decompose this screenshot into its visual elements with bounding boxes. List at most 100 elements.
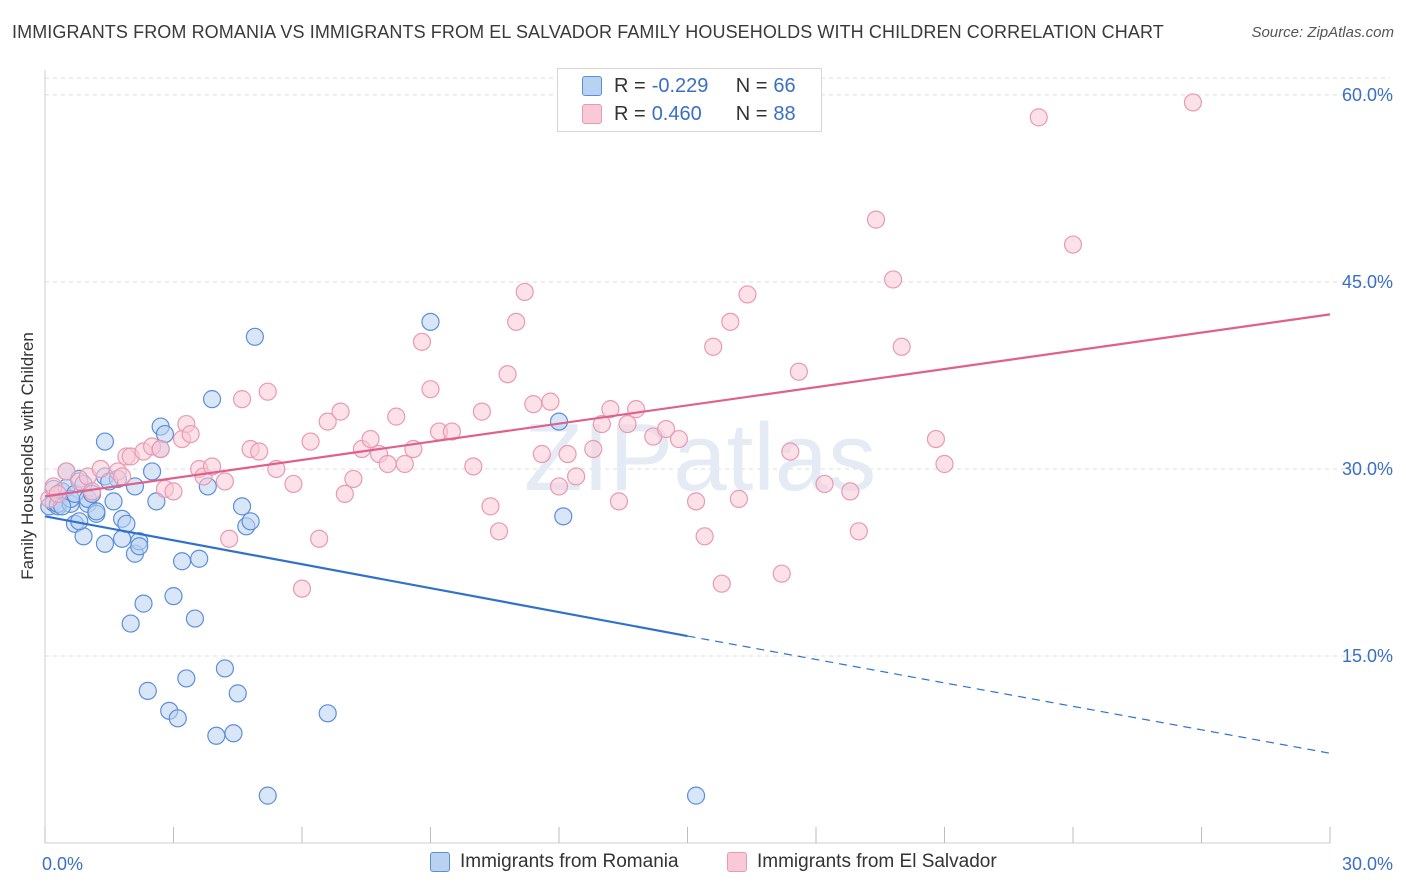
scatter-point bbox=[224, 724, 243, 743]
scatter-point bbox=[549, 477, 569, 496]
scatter-point bbox=[554, 507, 573, 526]
scatter-point bbox=[228, 684, 247, 703]
scatter-point bbox=[258, 786, 277, 805]
scatter-point bbox=[883, 270, 903, 289]
trend-line-extension bbox=[687, 635, 1331, 754]
scatter-point bbox=[190, 549, 209, 568]
axes bbox=[44, 70, 1331, 844]
scatter-point bbox=[134, 594, 153, 613]
series-legend: Immigrants from Romania Immigrants from … bbox=[0, 851, 1406, 879]
x-tick-label: 30.0% bbox=[1342, 854, 1393, 874]
scatter-point bbox=[215, 472, 234, 491]
scatter-point bbox=[721, 312, 740, 331]
legend-row-el-salvador: R = 0.460 N = 88 bbox=[582, 101, 843, 127]
scatter-point bbox=[395, 454, 414, 474]
x-tick-label: 0.0% bbox=[42, 854, 83, 874]
legend-r-label: R = bbox=[614, 74, 646, 97]
scatter-point bbox=[378, 454, 397, 474]
scatter-point bbox=[421, 312, 440, 331]
scatter-point bbox=[104, 492, 123, 511]
legend-item-romania: Immigrants from Romania bbox=[430, 851, 679, 873]
y-tick-label: 30.0% bbox=[1342, 459, 1393, 479]
scatter-point bbox=[472, 402, 491, 421]
legend-n-value: 66 bbox=[773, 74, 796, 97]
scatter-point bbox=[507, 312, 526, 331]
scatter-point bbox=[815, 474, 834, 494]
scatter-point bbox=[202, 457, 222, 476]
scatter-point bbox=[181, 424, 200, 444]
scatter-point bbox=[498, 365, 517, 384]
scatter-point bbox=[74, 527, 93, 546]
scatter-point bbox=[331, 402, 350, 421]
scatter-point bbox=[142, 462, 162, 481]
chart-title: IMMIGRANTS FROM ROMANIA VS IMMIGRANTS FR… bbox=[12, 22, 1164, 42]
legend-swatch-romania bbox=[430, 852, 450, 872]
scatter-point bbox=[147, 492, 166, 511]
scatter-point bbox=[245, 327, 264, 346]
scatter-point bbox=[121, 614, 140, 633]
scatter-point bbox=[87, 502, 106, 521]
source-label: Source: ZipAtlas.com bbox=[1251, 24, 1394, 41]
scatter-point bbox=[584, 439, 603, 459]
legend-r-value: -0.229 bbox=[651, 74, 709, 97]
scatter-point bbox=[284, 474, 303, 494]
scatter-point bbox=[138, 681, 157, 700]
scatter-point bbox=[112, 467, 132, 486]
scatter-point bbox=[729, 489, 749, 508]
scatter-point bbox=[241, 512, 260, 531]
legend-n-value: 88 bbox=[773, 102, 796, 125]
legend-label-el-salvador: Immigrants from El Salvador bbox=[757, 851, 997, 872]
scatter-point bbox=[789, 362, 808, 381]
scatter-point bbox=[387, 407, 406, 426]
series-romania-points bbox=[40, 312, 706, 805]
series-el-salvador-points bbox=[40, 93, 1203, 598]
trend-line bbox=[44, 515, 688, 638]
scatter-point bbox=[310, 529, 329, 548]
correlation-legend: R = -0.229 N = 66 R = 0.460 N = 88 bbox=[557, 68, 822, 132]
scatter-point bbox=[232, 390, 252, 409]
legend-n-label: N = bbox=[735, 74, 768, 97]
scatter-point bbox=[164, 587, 183, 606]
grid-lines bbox=[45, 77, 1390, 657]
scatter-point bbox=[849, 522, 868, 541]
legend-row-romania: R = -0.229 N = 66 bbox=[582, 73, 843, 99]
scatter-point bbox=[618, 414, 637, 434]
scatter-point bbox=[57, 462, 76, 481]
legend-r-label: R = bbox=[614, 102, 646, 125]
scatter-point bbox=[442, 422, 462, 441]
scatter-point bbox=[866, 210, 886, 229]
scatter-point bbox=[781, 442, 800, 461]
scatter-point bbox=[155, 424, 175, 444]
legend-label-romania: Immigrants from Romania bbox=[460, 851, 679, 872]
scatter-point bbox=[318, 412, 337, 431]
trend-line bbox=[44, 313, 1331, 498]
y-tick-label: 15.0% bbox=[1342, 646, 1393, 666]
scatter-point bbox=[250, 442, 269, 461]
scatter-point bbox=[464, 457, 483, 476]
scatter-point bbox=[686, 492, 706, 511]
scatter-point bbox=[515, 282, 534, 302]
scatter-point bbox=[935, 454, 954, 474]
scatter-point bbox=[489, 522, 509, 541]
scatter-point bbox=[704, 337, 723, 356]
y-tick-label: 45.0% bbox=[1342, 272, 1393, 292]
scatter-point bbox=[95, 534, 115, 553]
scatter-point bbox=[215, 659, 234, 678]
scatter-point bbox=[695, 527, 714, 546]
scatter-point bbox=[712, 574, 731, 593]
scatter-point bbox=[202, 390, 222, 409]
scatter-point bbox=[686, 786, 706, 805]
scatter-point bbox=[524, 395, 543, 414]
scatter-point bbox=[656, 419, 676, 439]
scatter-point bbox=[926, 429, 946, 449]
scatter-point bbox=[1063, 235, 1083, 254]
scatter-point bbox=[738, 285, 757, 304]
scatter-point bbox=[164, 482, 183, 501]
legend-r-value: 0.460 bbox=[651, 102, 702, 125]
scatter-point bbox=[626, 400, 646, 419]
scatter-point bbox=[220, 529, 239, 548]
scatter-point bbox=[558, 444, 577, 464]
scatter-point bbox=[892, 337, 911, 356]
scatter-point bbox=[1183, 93, 1203, 112]
